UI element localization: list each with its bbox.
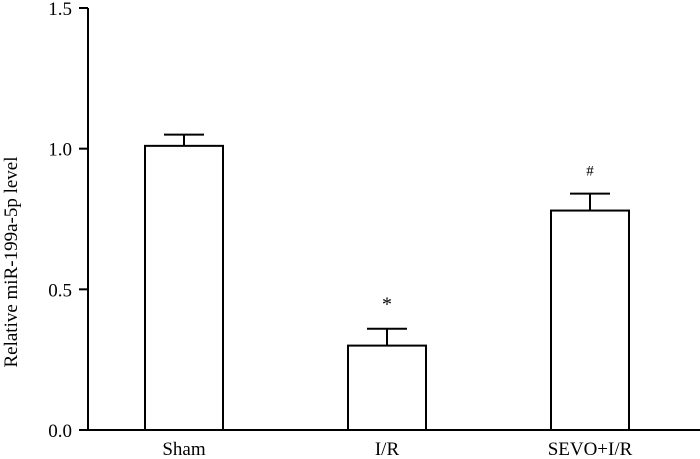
significance-marker: # bbox=[586, 164, 594, 180]
significance-marker: * bbox=[382, 294, 392, 316]
bar bbox=[550, 209, 630, 431]
x-tick-label: Sham bbox=[162, 439, 206, 459]
y-tick-label: 1.0 bbox=[48, 140, 72, 161]
y-axis-label: Relative miR-199a-5p level bbox=[1, 156, 22, 367]
y-tick-label: 1.5 bbox=[48, 0, 72, 20]
x-tick-label: SEVO+I/R bbox=[548, 439, 633, 459]
x-tick-label: I/R bbox=[375, 439, 400, 459]
bars: *# bbox=[144, 133, 630, 432]
y-tick-label: 0.0 bbox=[48, 421, 72, 442]
y-ticks: 0.0 0.5 1.0 1.5 bbox=[48, 0, 88, 442]
y-tick-label: 0.5 bbox=[48, 280, 72, 301]
x-tick-labels: Sham I/R SEVO+I/R bbox=[162, 439, 632, 459]
bar bbox=[347, 344, 427, 432]
bar bbox=[144, 144, 224, 431]
